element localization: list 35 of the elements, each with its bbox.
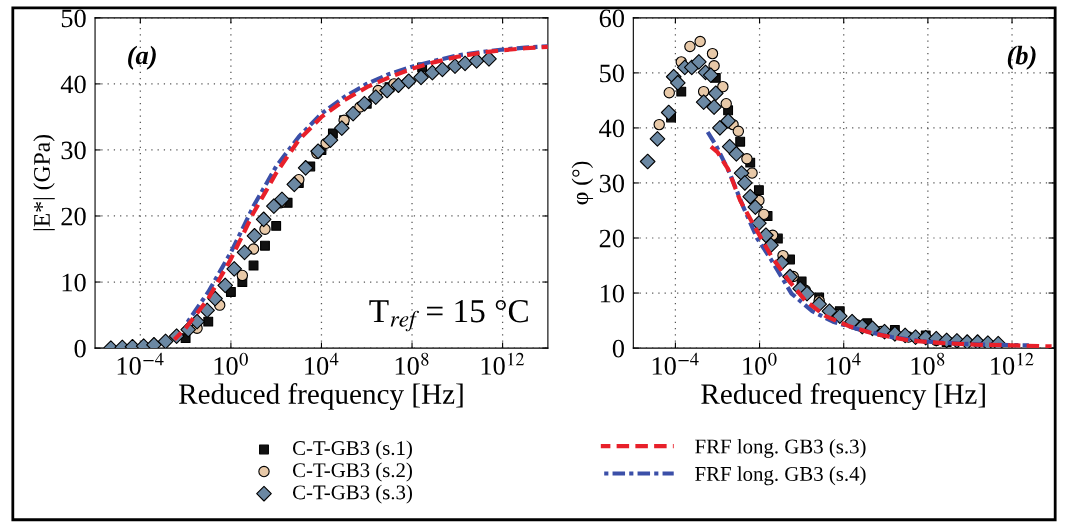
y-tick-label: 0 — [612, 339, 624, 358]
annotation: (a) — [128, 45, 156, 70]
y-tick-label: 20 — [61, 207, 86, 226]
x-tick-label: 10$^{0}$ — [743, 352, 777, 375]
legend-label: C-T-GB3 (s.1) — [292, 440, 412, 460]
x-axis-title: Reduced frequency [Hz] — [178, 383, 463, 410]
y-tick-label: 60 — [599, 9, 624, 28]
x-tick-label: 10$^{−4}$ — [117, 352, 164, 375]
annotation: T$_{ref}$ = 15 °C — [369, 299, 528, 332]
x-tick-label: 10$^{0}$ — [214, 352, 248, 375]
y-tick-label: 50 — [61, 9, 86, 28]
x-axis-title: Reduced frequency [Hz] — [701, 383, 985, 410]
y-tick-label: 10 — [600, 284, 624, 303]
x-tick-label: 10$^{4}$ — [305, 352, 339, 375]
x-tick-label: 10$^{4}$ — [827, 352, 861, 375]
y-tick-label: 30 — [599, 174, 624, 193]
legend-label: C-T-GB3 (s.2) — [292, 462, 412, 482]
y-tick-label: 20 — [599, 229, 624, 248]
x-tick-label: 10$^{8}$ — [395, 352, 429, 375]
y-tick-label: 30 — [61, 141, 86, 160]
annotation: (b) — [1007, 45, 1036, 70]
legend-label: C-T-GB3 (s.3) — [292, 484, 412, 504]
y-tick-label: 10 — [62, 273, 86, 292]
x-tick-label: 10$^{8}$ — [911, 352, 945, 375]
y-tick-label: 40 — [60, 75, 86, 94]
y-axis-title: |E*| (GPa) — [33, 135, 55, 231]
x-tick-label: 10$^{12}$ — [481, 352, 525, 375]
x-tick-label: 10$^{−4}$ — [652, 352, 699, 375]
x-tick-label: 10$^{12}$ — [991, 352, 1034, 375]
legend-label: FRF long. GB3 (s.4) — [695, 466, 866, 486]
y-tick-label: 40 — [599, 119, 624, 138]
y-tick-label: 50 — [600, 64, 624, 83]
legend-label: FRF long. GB3 (s.3) — [695, 438, 866, 458]
y-tick-label: 0 — [74, 339, 86, 358]
y-axis-title: φ (°) — [571, 161, 594, 205]
